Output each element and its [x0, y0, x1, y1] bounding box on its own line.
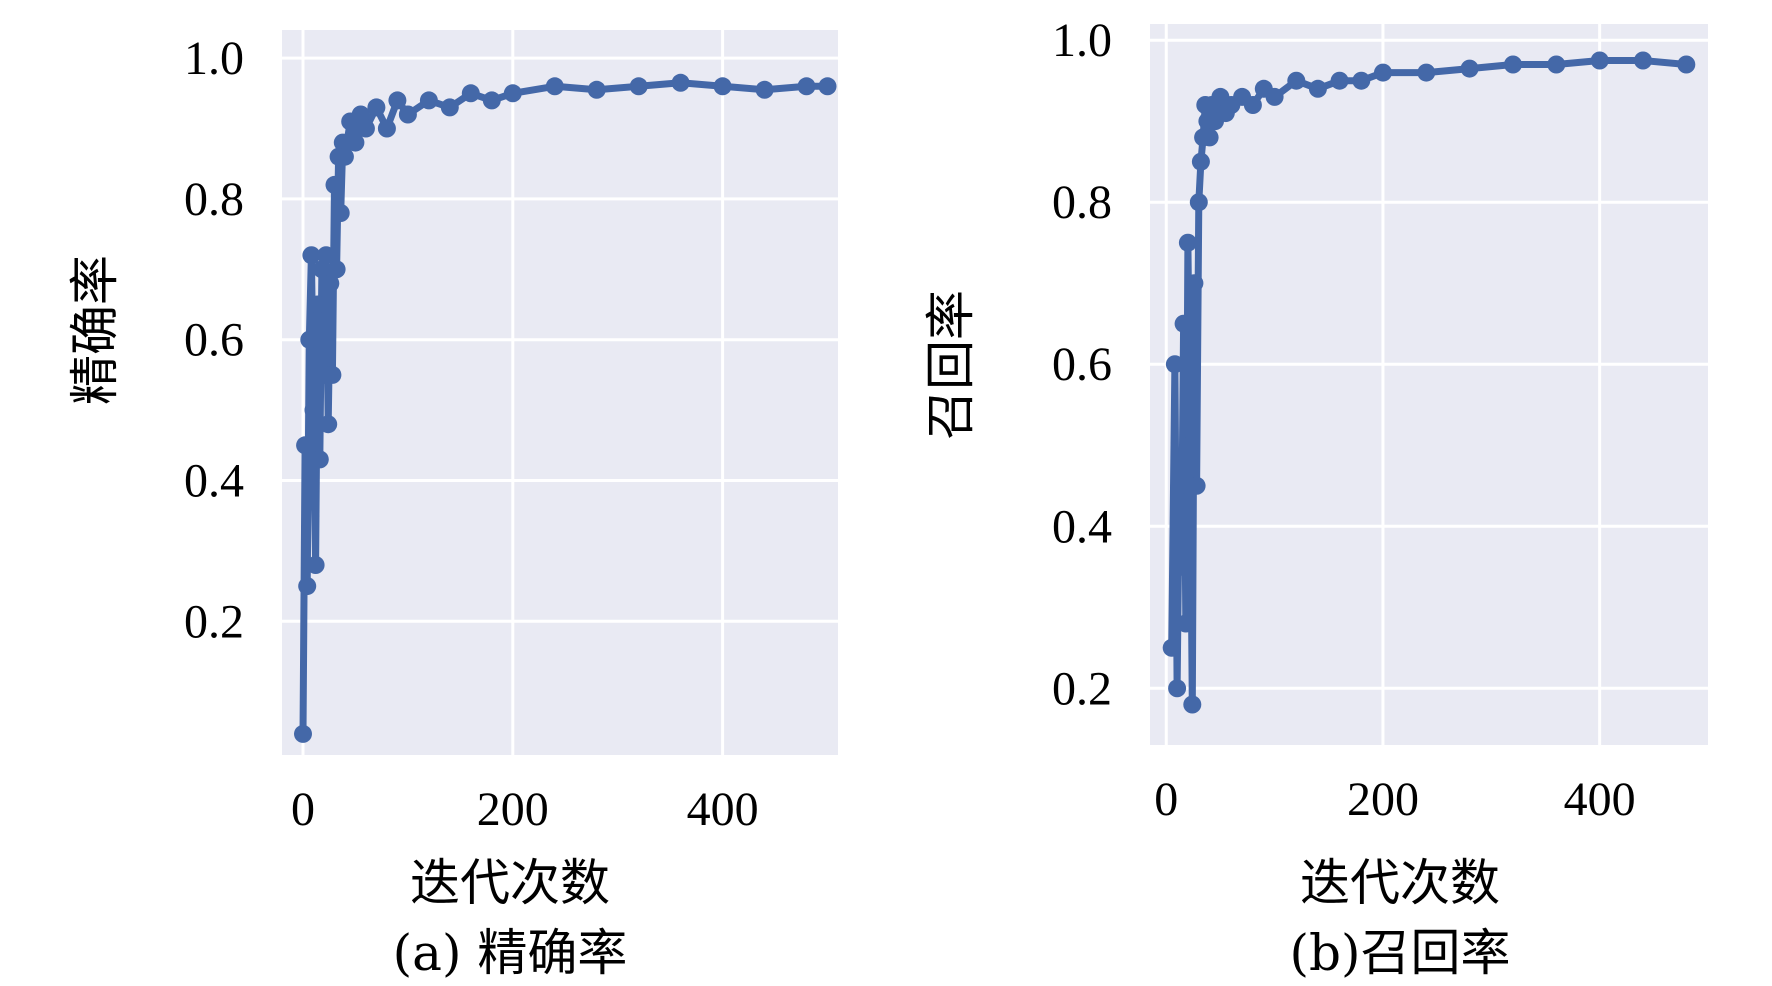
data-point — [302, 246, 321, 265]
data-point — [377, 119, 396, 138]
x-tick-label: 200 — [1347, 773, 1419, 826]
data-point — [1590, 51, 1609, 70]
data-point — [440, 98, 459, 117]
chart-caption: (a) 精确率 — [393, 924, 628, 982]
data-point — [629, 77, 648, 96]
data-point — [1547, 55, 1566, 74]
data-point — [1374, 63, 1392, 82]
data-point — [1287, 71, 1306, 90]
data-point — [310, 450, 329, 469]
data-point — [308, 295, 327, 314]
y-axis-label: 召回率 — [922, 290, 980, 440]
data-point — [503, 84, 522, 103]
data-point — [323, 365, 342, 384]
data-point — [346, 133, 365, 152]
data-point — [797, 77, 816, 96]
data-point — [1162, 638, 1181, 657]
chart-1: 0 200 400 0.2 0.4 0.6 0.8 1.0 迭代次数 精确率 (a) 精确率 — [66, 30, 838, 982]
data-point — [1330, 71, 1349, 90]
data-point — [482, 91, 501, 110]
y-axis-label: 精确率 — [66, 255, 124, 405]
data-point — [1200, 128, 1219, 147]
y-tick-label: 0.4 — [1052, 500, 1112, 553]
data-point — [317, 246, 336, 265]
data-point — [296, 436, 315, 455]
data-point — [419, 91, 438, 110]
y-tick-label: 1.0 — [1052, 14, 1112, 67]
data-point — [351, 105, 370, 124]
x-tick-label: 0 — [291, 783, 315, 836]
x-tick-label: 0 — [1154, 773, 1178, 826]
data-point — [298, 577, 317, 596]
data-point — [1181, 436, 1200, 455]
data-point — [1165, 355, 1184, 374]
data-point — [1265, 87, 1284, 106]
y-tick-label: 0.8 — [184, 173, 244, 226]
data-point — [545, 77, 564, 96]
data-point — [333, 133, 352, 152]
chart-caption: (b)召回率 — [1289, 924, 1510, 982]
data-point — [367, 98, 386, 117]
data-point — [1170, 476, 1189, 495]
data-point — [327, 260, 346, 279]
data-point — [713, 77, 732, 96]
plot-area — [282, 30, 838, 755]
x-axis-label: 迭代次数 — [1300, 854, 1500, 912]
data-point — [1187, 476, 1206, 495]
x-tick-label: 400 — [1564, 773, 1636, 826]
data-point — [294, 724, 312, 743]
data-point — [312, 260, 331, 279]
data-point — [325, 175, 344, 194]
data-point — [356, 119, 375, 138]
data-point — [1172, 557, 1191, 576]
x-axis-label: 迭代次数 — [410, 854, 610, 912]
data-point — [1634, 51, 1652, 70]
data-point — [1504, 55, 1522, 74]
chart-2: 0 200 400 0.2 0.4 0.6 0.8 1.0 迭代次数 召回率 (b)召回率 — [922, 14, 1708, 982]
data-point — [461, 84, 480, 103]
data-point — [300, 330, 319, 349]
data-point — [388, 91, 407, 110]
plot-area — [1150, 24, 1708, 745]
data-point — [1191, 152, 1210, 171]
y-tick-label: 0.4 — [184, 454, 244, 507]
data-point — [1189, 193, 1208, 212]
data-point — [1243, 96, 1262, 114]
data-point — [1168, 679, 1187, 698]
y-tick-label: 0.2 — [1052, 662, 1112, 715]
data-point — [1185, 274, 1204, 293]
data-point — [1308, 79, 1327, 98]
x-tick-label: 400 — [687, 783, 759, 836]
y-tick-label: 0.8 — [1052, 176, 1112, 229]
data-point — [319, 415, 338, 434]
data-point — [331, 204, 350, 222]
data-point — [1174, 314, 1193, 333]
data-point — [1178, 233, 1197, 252]
data-point — [1677, 55, 1696, 74]
data-point — [1183, 695, 1202, 714]
data-point — [321, 274, 340, 293]
data-point — [818, 77, 837, 96]
data-point — [335, 147, 354, 166]
data-point — [1176, 614, 1195, 633]
data-point — [1352, 71, 1371, 90]
data-point — [671, 73, 690, 92]
data-point — [398, 105, 417, 124]
y-tick-label: 1.0 — [184, 32, 244, 85]
y-tick-label: 0.6 — [1052, 338, 1112, 391]
y-tick-label: 0.6 — [184, 314, 244, 367]
y-tick-label: 0.2 — [184, 595, 244, 648]
data-point — [755, 80, 774, 99]
x-tick-label: 200 — [477, 783, 549, 836]
data-point — [1417, 63, 1436, 82]
data-point — [1460, 59, 1479, 78]
data-point — [306, 556, 325, 574]
data-point — [304, 401, 323, 420]
data-point — [587, 80, 606, 99]
